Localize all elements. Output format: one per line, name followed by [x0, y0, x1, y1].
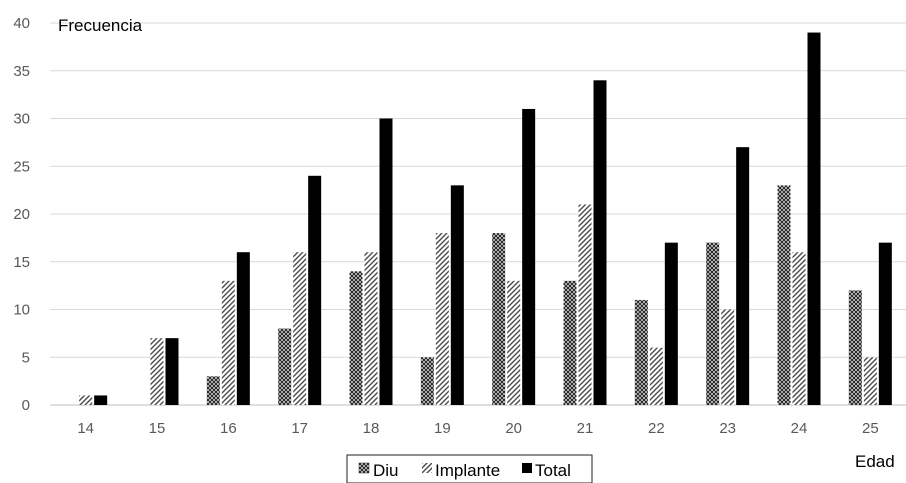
bar-diu-17	[278, 328, 292, 405]
x-tick-label: 21	[577, 420, 594, 437]
legend-swatch-total	[522, 463, 532, 473]
x-tick-label: 22	[648, 420, 665, 437]
bar-implante-21	[578, 204, 592, 405]
legend-swatch-diu	[358, 462, 370, 474]
bar-implante-20	[507, 280, 521, 405]
y-axis-ticks: 0 5 10 15 20 25 30 35 40	[13, 15, 30, 414]
y-tick-label: 15	[13, 254, 30, 271]
x-tick-label: 24	[791, 420, 808, 437]
bar-total-25	[878, 242, 892, 405]
bar-diu-25	[848, 290, 862, 405]
bar-implante-15	[150, 338, 164, 405]
bar-implante-14	[79, 395, 93, 405]
bar-implante-16	[221, 280, 235, 405]
bar-total-20	[522, 108, 536, 405]
bar-implante-23	[721, 309, 735, 405]
legend-swatch-implante	[422, 463, 432, 473]
bar-total-24	[807, 32, 821, 406]
bar-total-19	[450, 185, 464, 405]
legend-label-total: Total	[535, 461, 571, 480]
bar-diu-19	[420, 357, 434, 405]
y-tick-label: 20	[13, 206, 30, 223]
bar-total-16	[236, 252, 250, 405]
x-tick-label: 15	[149, 420, 166, 437]
bar-total-22	[664, 242, 678, 405]
bar-total-21	[593, 80, 607, 406]
y-tick-label: 30	[13, 111, 30, 128]
bar-implante-22	[649, 347, 663, 405]
bar-implante-19	[435, 233, 449, 405]
x-tick-label: 23	[719, 420, 736, 437]
legend-label-implante: Implante	[435, 461, 500, 480]
bar-diu-23	[706, 242, 720, 405]
y-axis-title: Frecuencia	[58, 16, 143, 35]
x-tick-label: 20	[505, 420, 522, 437]
bar-total-17	[308, 175, 322, 405]
x-tick-label: 18	[363, 420, 380, 437]
x-axis-ticks: 14 15 16 17 18 19 20 21 22 23 24 25	[77, 420, 878, 437]
y-tick-label: 25	[13, 158, 30, 175]
x-tick-label: 14	[77, 420, 94, 437]
y-tick-label: 35	[13, 63, 30, 80]
bar-diu-20	[492, 233, 506, 405]
x-tick-label: 16	[220, 420, 237, 437]
bar-implante-25	[863, 357, 877, 405]
bar-diu-22	[634, 299, 648, 405]
legend: Diu Implante Total	[346, 454, 593, 483]
bar-diu-18	[349, 271, 363, 405]
gridlines	[50, 22, 906, 406]
y-tick-label: 5	[22, 349, 30, 366]
bar-implante-17	[293, 252, 307, 405]
bar-total-23	[736, 147, 750, 405]
y-tick-label: 10	[13, 302, 30, 319]
legend-box	[346, 454, 593, 483]
bar-total-15	[165, 338, 179, 405]
x-tick-label: 25	[862, 420, 879, 437]
bar-diu-24	[777, 185, 791, 405]
x-tick-label: 17	[291, 420, 308, 437]
bar-total-18	[379, 118, 393, 405]
bar-diu-16	[206, 376, 220, 405]
y-tick-label: 0	[22, 397, 30, 414]
x-tick-label: 19	[434, 420, 451, 437]
bar-implante-24	[792, 252, 806, 405]
x-axis-title: Edad	[855, 452, 895, 471]
bar-diu-21	[563, 280, 577, 405]
bars	[79, 32, 892, 406]
bar-total-14	[94, 395, 108, 405]
bar-implante-18	[364, 252, 378, 405]
y-tick-label: 40	[13, 15, 30, 32]
legend-label-diu: Diu	[373, 461, 399, 480]
